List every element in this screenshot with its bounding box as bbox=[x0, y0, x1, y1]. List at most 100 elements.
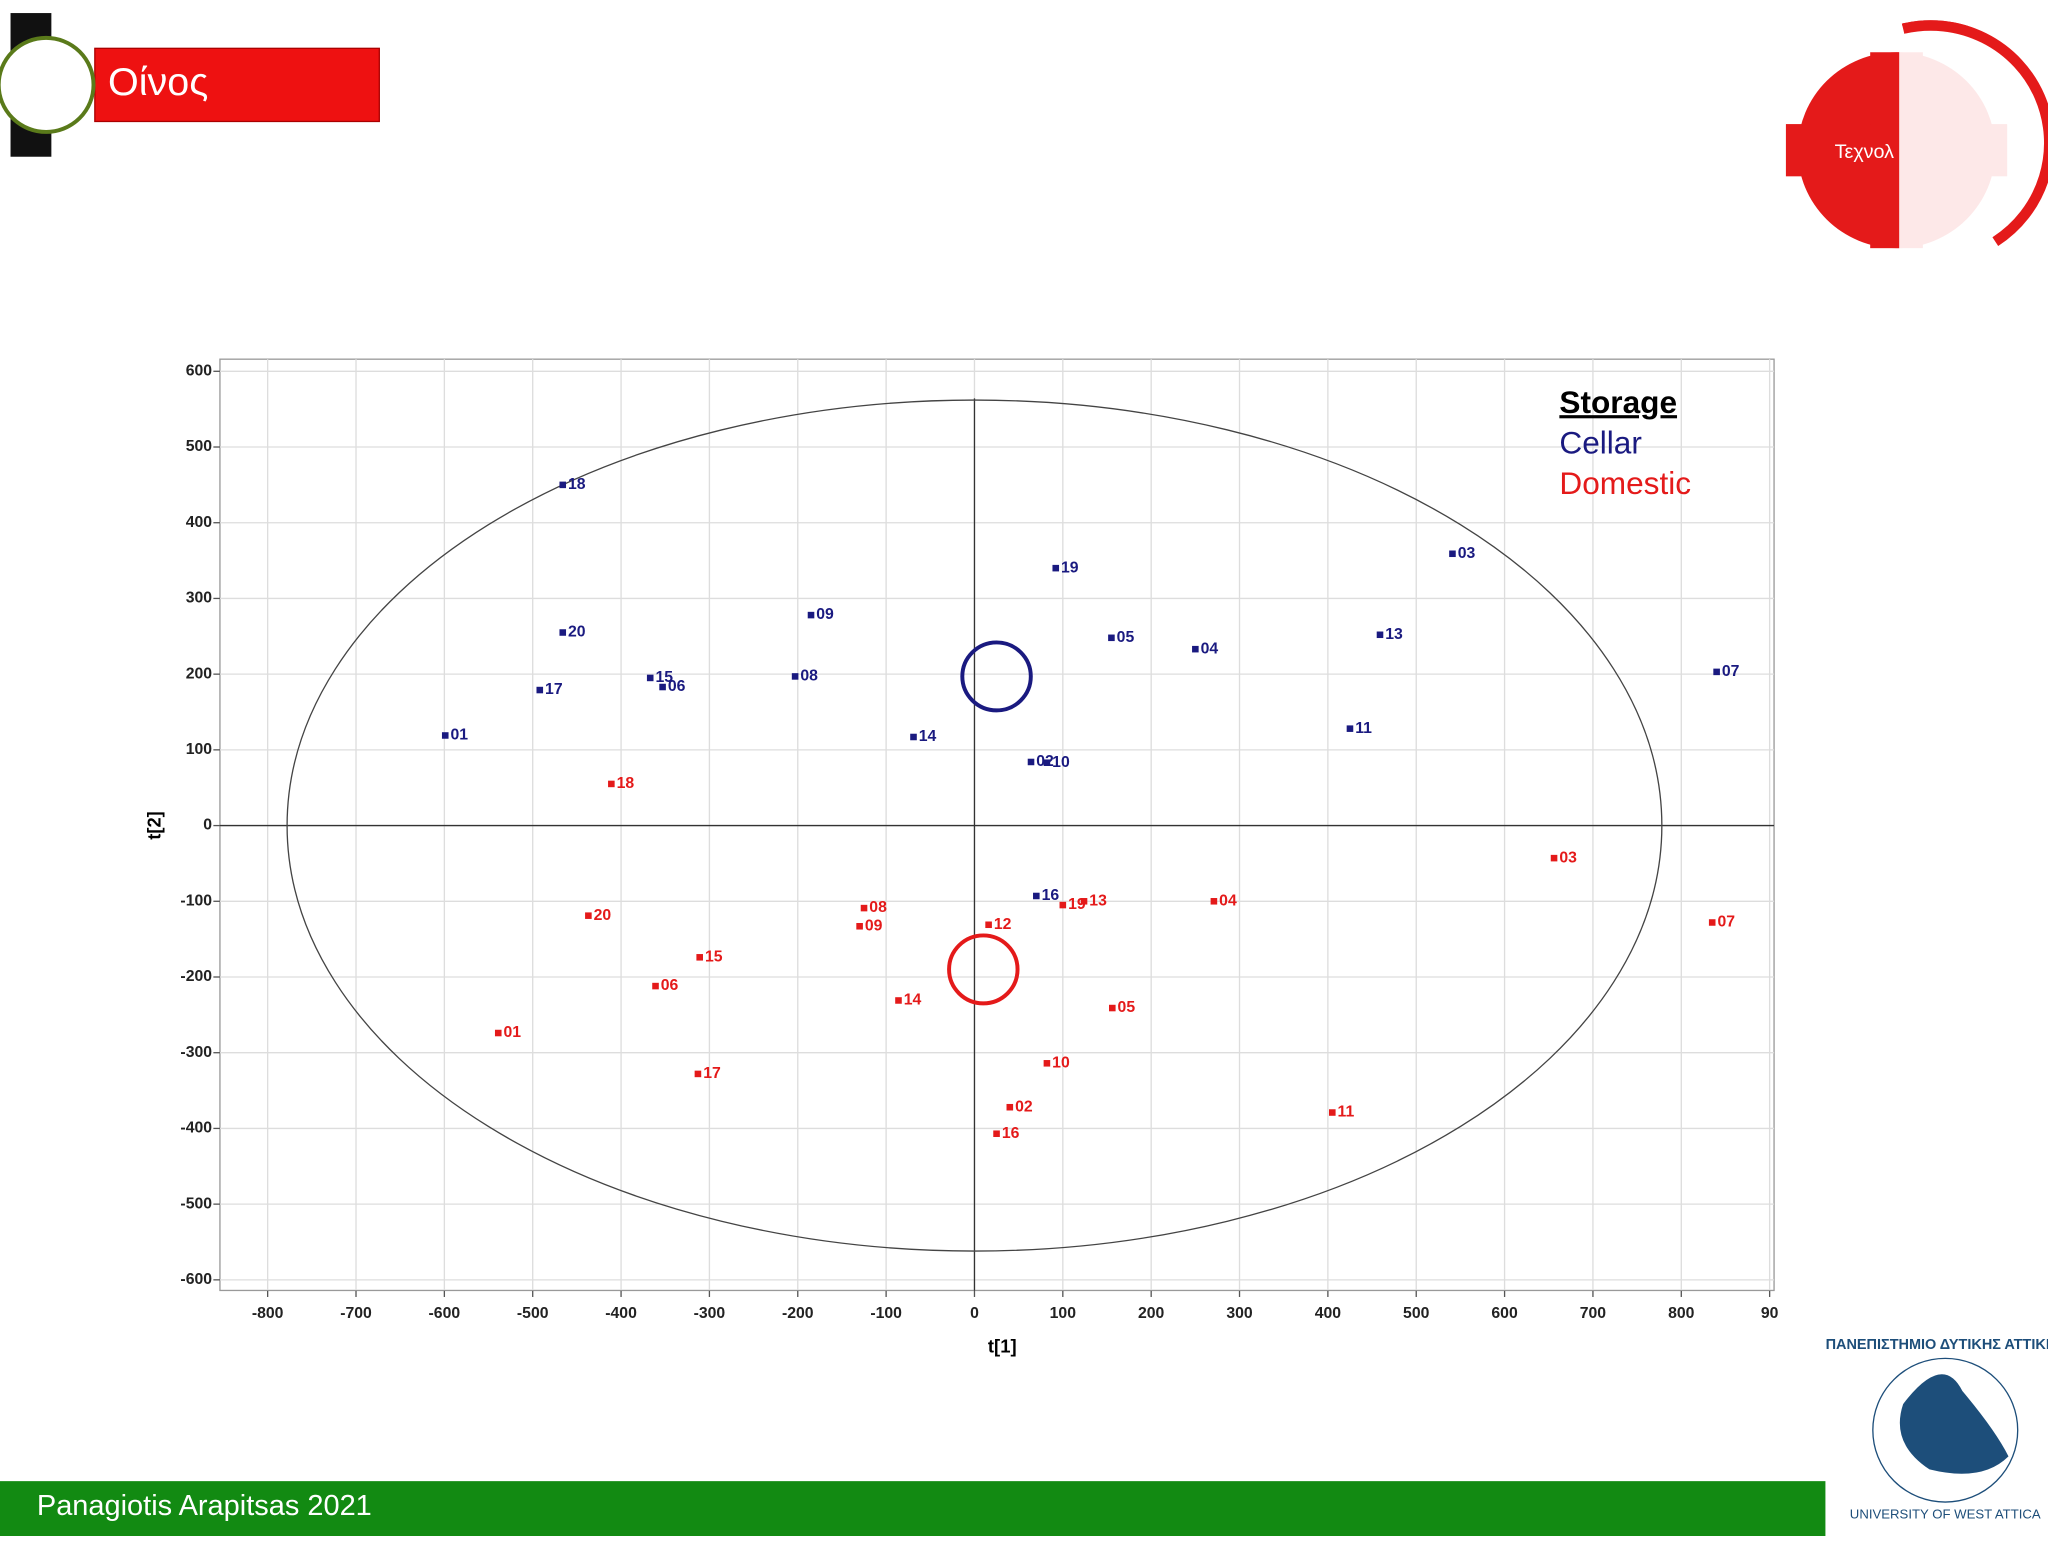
legend-title: Storage bbox=[1559, 385, 1677, 420]
x-tick-label: -600 bbox=[429, 1305, 461, 1322]
point-label: 06 bbox=[661, 977, 679, 994]
y-tick-label: -200 bbox=[180, 968, 212, 985]
title-circle bbox=[0, 35, 96, 134]
y-tick-label: -600 bbox=[180, 1271, 212, 1288]
point-label: 07 bbox=[1717, 914, 1735, 931]
point-label: 15 bbox=[705, 949, 723, 966]
point bbox=[1043, 759, 1051, 766]
x-axis-label: t[1] bbox=[988, 1336, 1017, 1357]
point bbox=[1192, 645, 1199, 653]
x-tick-label: -700 bbox=[340, 1305, 372, 1322]
x-tick-label: 500 bbox=[1403, 1305, 1430, 1322]
point-label: 08 bbox=[800, 668, 818, 685]
x-tick-label: 90 bbox=[1761, 1305, 1779, 1322]
point bbox=[910, 733, 917, 741]
legend-entry: Domestic bbox=[1559, 466, 1691, 501]
point-label: 05 bbox=[1117, 629, 1135, 646]
point bbox=[1109, 1004, 1116, 1012]
point-label: 16 bbox=[1002, 1125, 1020, 1142]
point-label: 19 bbox=[1061, 559, 1079, 576]
point bbox=[1080, 898, 1088, 905]
slide-title: Οίνος bbox=[108, 60, 208, 104]
y-axis-label: t[2] bbox=[143, 811, 164, 839]
point bbox=[494, 1029, 502, 1037]
point bbox=[1550, 854, 1558, 862]
point bbox=[1210, 898, 1218, 905]
y-tick-label: -400 bbox=[180, 1120, 212, 1137]
university-logo: ΠΑΝΕΠΙΣΤΗΜΙΟ ΔΥΤΙΚΗΣ ΑΤΤΙΚΗΣ UNIVERSITY … bbox=[1826, 1337, 2048, 1521]
confidence-ellipse bbox=[286, 399, 1663, 1252]
point bbox=[1708, 919, 1716, 926]
point-label: 09 bbox=[865, 917, 883, 934]
point-label: 06 bbox=[668, 678, 686, 695]
x-tick-label: 300 bbox=[1226, 1305, 1253, 1322]
x-tick-label: -500 bbox=[517, 1305, 549, 1322]
point bbox=[559, 629, 567, 636]
point-label: 12 bbox=[994, 916, 1012, 933]
point bbox=[608, 780, 615, 788]
point-label: 05 bbox=[1118, 999, 1136, 1016]
x-tick-label: 200 bbox=[1138, 1305, 1165, 1322]
point bbox=[1059, 901, 1067, 909]
x-tick-label: -400 bbox=[605, 1305, 637, 1322]
point bbox=[441, 732, 449, 739]
point-label: 01 bbox=[451, 727, 469, 744]
footer-bar bbox=[0, 1481, 1826, 1536]
point-label: 13 bbox=[1089, 892, 1107, 909]
point-label: 14 bbox=[904, 992, 922, 1009]
x-tick-label: 600 bbox=[1491, 1305, 1518, 1322]
point-label: 08 bbox=[869, 899, 887, 916]
point bbox=[559, 481, 567, 489]
y-tick-label: 0 bbox=[203, 817, 212, 834]
point bbox=[1108, 634, 1115, 642]
y-tick-label: 100 bbox=[186, 741, 213, 758]
point bbox=[1329, 1109, 1336, 1116]
point-label: 10 bbox=[1052, 1055, 1070, 1072]
grid: -800 -700 -600 -500 -400 -300 -200 -100 0 100 200 3… bbox=[180, 359, 1779, 1322]
x-tick-label: -200 bbox=[782, 1305, 814, 1322]
point-label: 02 bbox=[1015, 1098, 1033, 1115]
point-label: 04 bbox=[1219, 892, 1237, 909]
x-tick-label: 800 bbox=[1668, 1305, 1695, 1322]
x-tick-label: -800 bbox=[252, 1305, 284, 1322]
point-label: 16 bbox=[1042, 887, 1060, 904]
point bbox=[659, 683, 666, 691]
point-label: 20 bbox=[568, 624, 586, 641]
legend-entry: Cellar bbox=[1559, 426, 1642, 461]
university-greek: ΠΑΝΕΠΙΣΤΗΜΙΟ ΔΥΤΙΚΗΣ ΑΤΤΙΚΗΣ bbox=[1826, 1337, 2048, 1353]
point bbox=[985, 921, 992, 929]
point bbox=[1449, 550, 1456, 558]
y-tick-label: -100 bbox=[180, 892, 212, 909]
point bbox=[1027, 758, 1035, 766]
point-label: 18 bbox=[568, 476, 586, 493]
plot-area bbox=[219, 358, 1775, 1292]
point bbox=[1376, 631, 1384, 639]
y-tick-label: 400 bbox=[186, 514, 213, 531]
point-label: 07 bbox=[1722, 663, 1740, 680]
x-tick-label: 400 bbox=[1315, 1305, 1342, 1322]
point-label: 09 bbox=[816, 606, 834, 623]
footer-text: Panagiotis Arapitsas 2021 bbox=[37, 1490, 372, 1522]
point bbox=[652, 982, 659, 990]
point-label: 17 bbox=[545, 681, 563, 698]
point-label: 11 bbox=[1355, 720, 1372, 737]
x-tick-label: -100 bbox=[870, 1305, 902, 1322]
point-label: 20 bbox=[594, 907, 612, 924]
point bbox=[585, 912, 592, 919]
point-label: 11 bbox=[1338, 1104, 1355, 1121]
x-tick-label: 700 bbox=[1580, 1305, 1607, 1322]
logo-text: Τεχνολ bbox=[1835, 141, 1895, 163]
point bbox=[646, 674, 654, 682]
point-label: 15 bbox=[655, 669, 673, 686]
point bbox=[807, 611, 815, 619]
point bbox=[1006, 1103, 1014, 1111]
cluster-ring bbox=[960, 640, 1033, 713]
point bbox=[536, 686, 544, 694]
point-label: 04 bbox=[1201, 640, 1219, 657]
point bbox=[856, 923, 863, 930]
y-tick-label: 600 bbox=[186, 362, 213, 379]
university-english: UNIVERSITY OF WEST ATTICA bbox=[1850, 1507, 2041, 1522]
point-label: 10 bbox=[1052, 754, 1070, 771]
